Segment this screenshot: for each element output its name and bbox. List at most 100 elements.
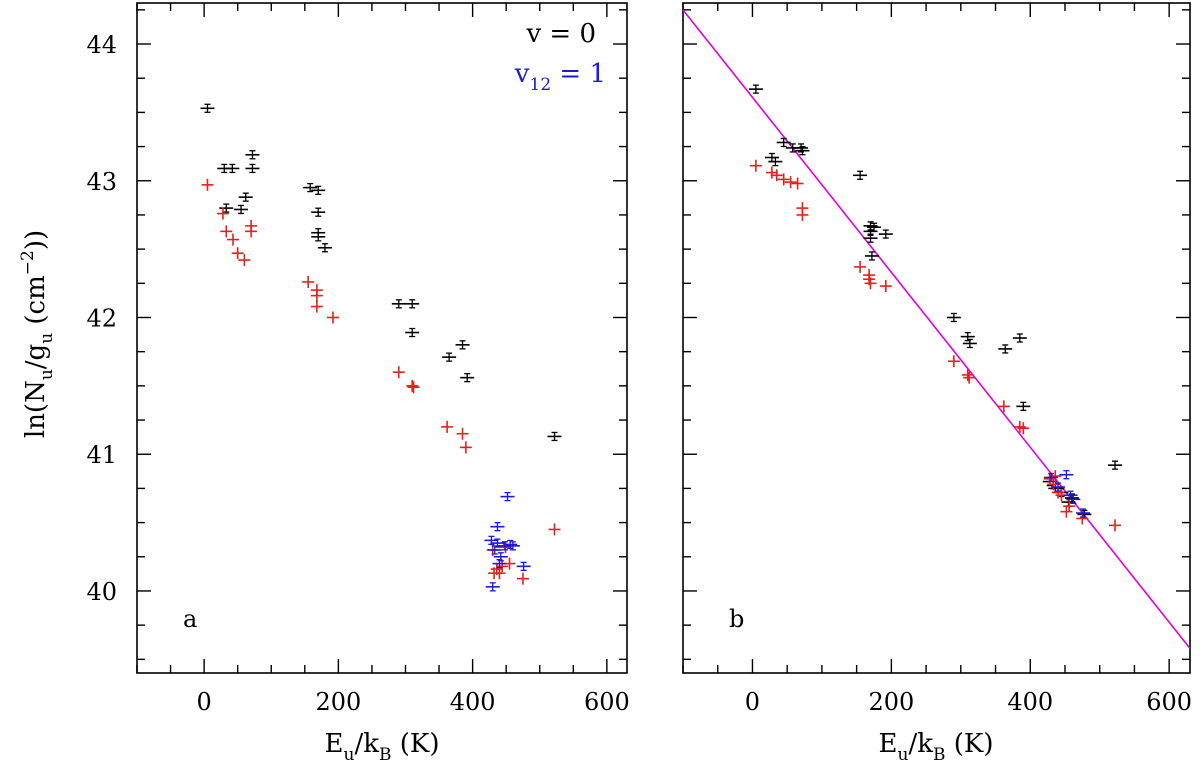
data-point-cross <box>499 541 512 554</box>
data-point-errorbar <box>864 251 879 261</box>
data-point-errorbar <box>487 545 502 555</box>
data-point-errorbar <box>245 163 260 174</box>
data-point-errorbar <box>493 552 508 562</box>
y-tick-label: 40 <box>86 578 117 606</box>
data-point-cross <box>777 173 790 186</box>
data-point-cross <box>1076 512 1089 525</box>
ticks-layer: 0 200 400 600 40 41 42 43 44 0 200 400 600 <box>86 3 1192 716</box>
data-point-cross <box>201 178 214 191</box>
legend-v12: v12 = 1 <box>514 59 606 95</box>
data-point-cross <box>961 368 974 381</box>
data-point-errorbar <box>776 137 791 148</box>
data-point-cross <box>216 207 229 220</box>
data-point-errorbar <box>225 163 240 174</box>
data-point-cross <box>493 567 506 580</box>
data-point-errorbar <box>998 344 1013 354</box>
data-point-cross <box>327 311 339 324</box>
data-point-cross <box>245 225 258 238</box>
data-point-errorbar <box>311 232 326 242</box>
data-point-cross <box>238 254 251 267</box>
data-point-errorbar <box>516 561 531 571</box>
data-point-errorbar <box>219 203 234 213</box>
data-point-cross <box>302 275 315 288</box>
y-tick-label: 43 <box>86 168 117 196</box>
data-point-cross <box>1108 519 1121 532</box>
data-point-errorbar <box>485 582 500 592</box>
data-point-errorbar <box>962 338 977 349</box>
data-point-errorbar <box>866 222 881 232</box>
data-point-cross <box>310 289 323 302</box>
x-tick-label: 0 <box>196 688 211 716</box>
x-tick-label: 200 <box>315 688 361 716</box>
x-tick-label: 600 <box>584 688 630 716</box>
data-point-errorbar <box>1076 508 1091 518</box>
x-tick-label: 400 <box>450 688 496 716</box>
legend-v0: v = 0 <box>525 19 596 49</box>
data-point-errorbar <box>500 491 515 502</box>
data-point-cross <box>231 247 244 260</box>
data-point-cross <box>1063 500 1076 513</box>
data-point-errorbar <box>1044 472 1059 483</box>
data-point-errorbar <box>442 352 457 362</box>
data-point-errorbar <box>405 299 420 309</box>
data-point-cross <box>1047 478 1060 491</box>
fit-line <box>682 9 1191 649</box>
data-point-cross <box>496 560 509 573</box>
data-point-errorbar <box>878 229 893 239</box>
data-point-cross <box>407 381 420 394</box>
data-point-errorbar <box>748 84 763 94</box>
data-point-errorbar <box>391 299 406 309</box>
x-axis-label-b: Eu/kB (K) <box>879 729 994 765</box>
data-point-cross <box>548 523 561 536</box>
data-point-errorbar <box>1051 482 1066 492</box>
data-point-cross <box>854 260 867 273</box>
data-point-cross <box>220 225 233 238</box>
data-point-cross <box>765 166 778 179</box>
data-point-errorbar <box>303 182 318 193</box>
data-point-errorbar <box>405 327 420 338</box>
data-point-errorbar <box>238 192 253 202</box>
y-axis-label: ln(Nu/gu (cm−2)) <box>18 230 57 438</box>
data-point-cross <box>749 159 762 172</box>
data-point-cross <box>459 441 472 454</box>
x-tick-label: 200 <box>868 688 914 716</box>
data-point-errorbar <box>245 150 260 160</box>
data-point-errorbar <box>490 538 505 548</box>
panel-b-frame <box>682 2 1191 674</box>
data-point-errorbar <box>768 156 783 167</box>
data-point-cross <box>516 572 529 585</box>
data-point-cross <box>997 400 1010 413</box>
data-point-cross <box>770 169 783 182</box>
data-point-cross <box>963 371 976 384</box>
data-point-cross <box>392 366 405 379</box>
data-point-errorbar <box>853 170 868 180</box>
data-point-errorbar <box>455 340 470 350</box>
x-tick-label: 0 <box>745 688 760 716</box>
data-point-cross <box>441 420 454 433</box>
marks-layer <box>200 84 1122 592</box>
y-tick-label: 44 <box>86 31 117 59</box>
data-point-errorbar <box>200 103 215 113</box>
data-point-cross <box>796 208 809 221</box>
y-tick-label: 41 <box>86 441 117 469</box>
data-point-cross <box>226 233 239 246</box>
data-point-errorbar <box>317 243 332 253</box>
data-point-errorbar <box>1059 470 1074 480</box>
x-tick-label: 400 <box>1007 688 1053 716</box>
data-point-errorbar <box>311 207 326 217</box>
data-point-errorbar <box>946 312 961 323</box>
panel-a-label: a <box>183 605 197 633</box>
data-point-errorbar <box>1012 333 1027 343</box>
data-point-errorbar <box>311 185 326 195</box>
data-point-errorbar <box>490 522 505 532</box>
data-point-errorbar <box>460 373 475 383</box>
data-point-errorbar <box>1016 401 1031 412</box>
data-point-errorbar <box>863 233 878 243</box>
data-point-cross <box>1060 505 1073 518</box>
data-point-cross <box>1017 422 1030 435</box>
data-point-errorbar <box>234 204 249 215</box>
fit-line-layer <box>682 9 1191 649</box>
panel-a-frame <box>136 2 628 674</box>
data-point-cross <box>456 427 469 440</box>
